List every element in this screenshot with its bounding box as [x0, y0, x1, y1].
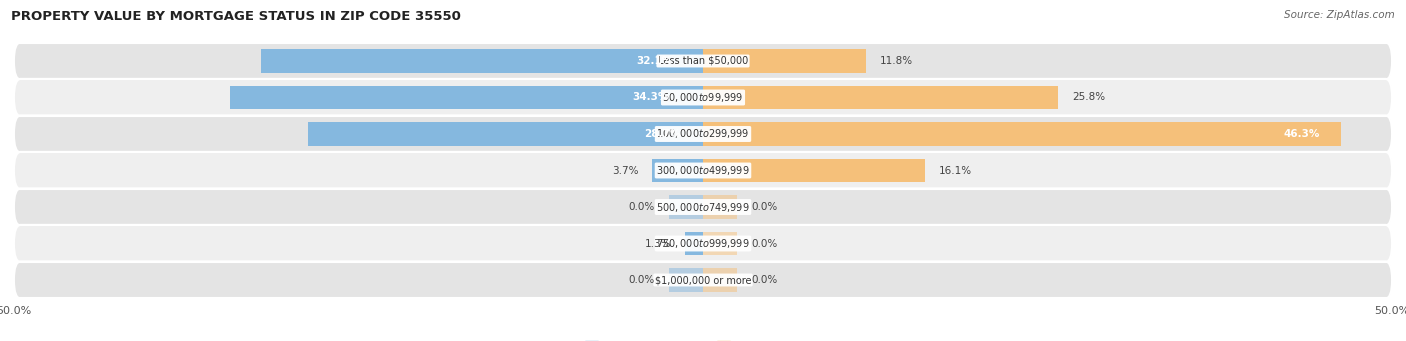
Text: 25.8%: 25.8% — [1073, 92, 1105, 103]
Text: 3.7%: 3.7% — [612, 165, 638, 176]
Bar — [703, 268, 738, 292]
FancyBboxPatch shape — [14, 225, 1392, 262]
FancyBboxPatch shape — [14, 152, 1392, 189]
Text: PROPERTY VALUE BY MORTGAGE STATUS IN ZIP CODE 35550: PROPERTY VALUE BY MORTGAGE STATUS IN ZIP… — [11, 10, 461, 23]
Text: 11.8%: 11.8% — [879, 56, 912, 66]
Bar — [703, 232, 738, 255]
Bar — [703, 49, 866, 73]
Text: 0.0%: 0.0% — [751, 238, 778, 249]
Bar — [703, 122, 1341, 146]
FancyBboxPatch shape — [14, 188, 1392, 226]
Text: 28.7%: 28.7% — [644, 129, 681, 139]
Bar — [703, 159, 925, 182]
FancyBboxPatch shape — [14, 262, 1392, 299]
Bar — [260, 49, 703, 73]
Text: $300,000 to $499,999: $300,000 to $499,999 — [657, 164, 749, 177]
Bar — [231, 86, 703, 109]
Text: 0.0%: 0.0% — [628, 275, 655, 285]
Text: $1,000,000 or more: $1,000,000 or more — [655, 275, 751, 285]
FancyBboxPatch shape — [14, 42, 1392, 79]
Bar — [669, 195, 703, 219]
FancyBboxPatch shape — [14, 79, 1392, 116]
Bar — [703, 195, 738, 219]
Text: $500,000 to $749,999: $500,000 to $749,999 — [657, 201, 749, 213]
Bar — [685, 232, 703, 255]
Text: $100,000 to $299,999: $100,000 to $299,999 — [657, 128, 749, 140]
Text: Source: ZipAtlas.com: Source: ZipAtlas.com — [1284, 10, 1395, 20]
Text: 0.0%: 0.0% — [628, 202, 655, 212]
Text: $50,000 to $99,999: $50,000 to $99,999 — [662, 91, 744, 104]
Text: 16.1%: 16.1% — [939, 165, 972, 176]
Text: Less than $50,000: Less than $50,000 — [658, 56, 748, 66]
Text: 0.0%: 0.0% — [751, 202, 778, 212]
Bar — [703, 86, 1059, 109]
Bar — [308, 122, 703, 146]
Text: 32.1%: 32.1% — [637, 56, 673, 66]
Bar — [652, 159, 703, 182]
Text: 1.3%: 1.3% — [645, 238, 671, 249]
FancyBboxPatch shape — [14, 115, 1392, 153]
Text: 46.3%: 46.3% — [1284, 129, 1320, 139]
Text: $750,000 to $999,999: $750,000 to $999,999 — [657, 237, 749, 250]
Text: 34.3%: 34.3% — [633, 92, 668, 103]
Text: 0.0%: 0.0% — [751, 275, 778, 285]
Bar — [669, 268, 703, 292]
